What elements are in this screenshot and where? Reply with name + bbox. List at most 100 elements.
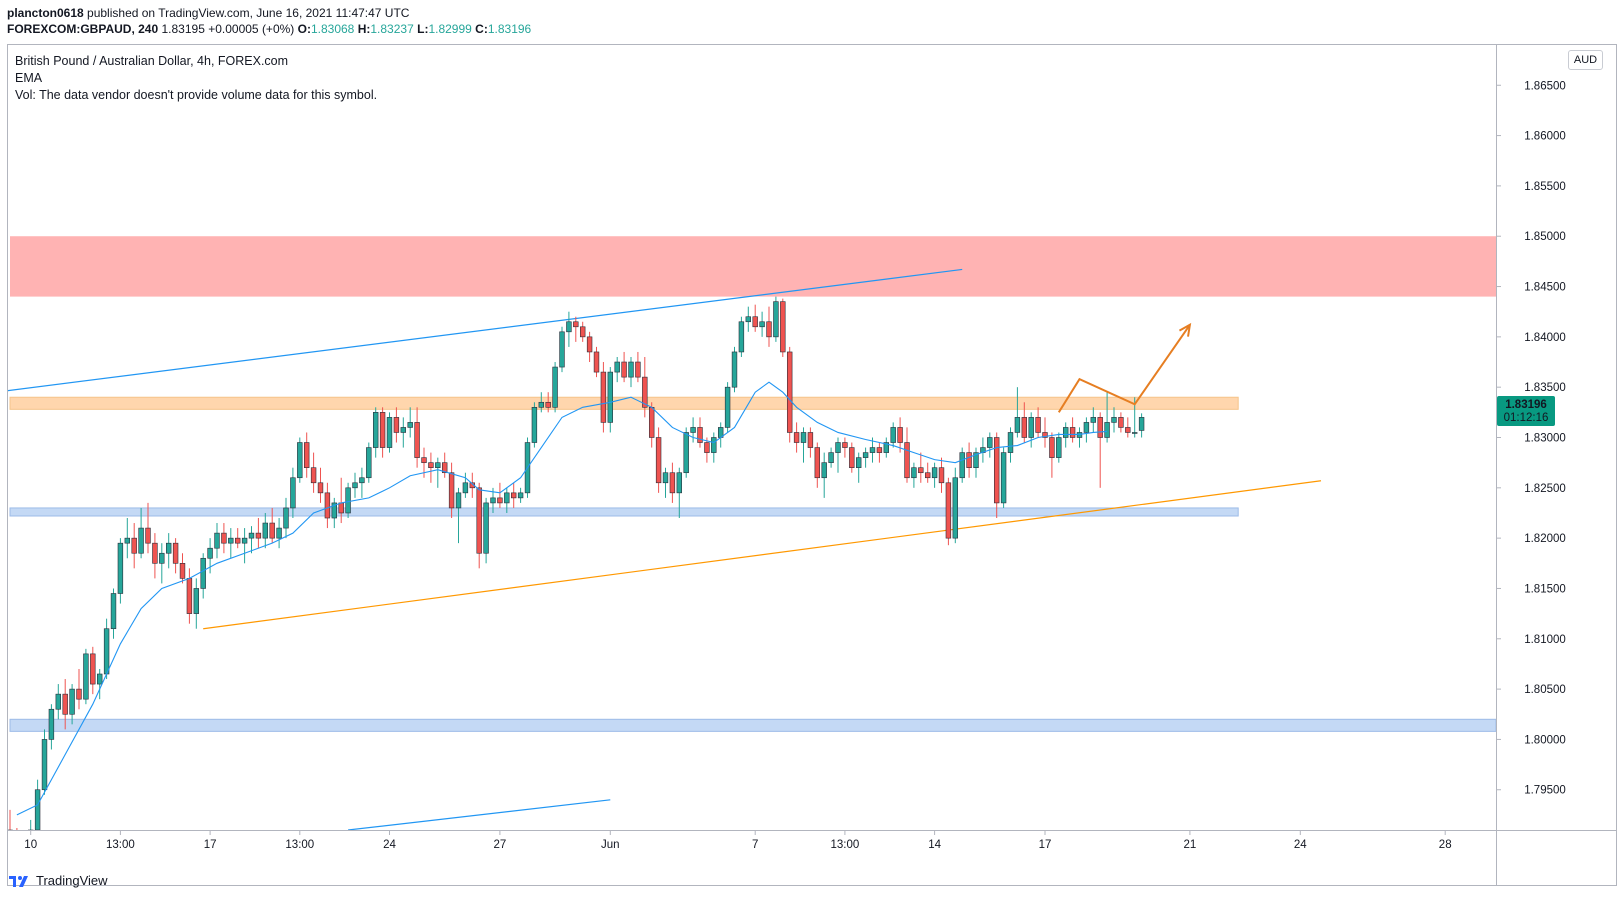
candle [124,518,131,559]
candle [352,472,358,498]
candle-body [34,789,41,830]
candle [614,356,620,383]
candle-body [924,472,931,479]
price-tick-label: 1.81500 [1524,583,1566,595]
time-tick-label: 27 [494,839,507,851]
candle-body [828,452,834,463]
candle [786,346,793,443]
candle [635,351,641,383]
symbol-label[interactable]: FOREXCOM:GBPAUD, 240 [7,22,159,36]
candle-body [62,693,68,715]
candle-body [635,361,641,378]
time-tick-label: 7 [752,839,758,851]
candle [414,407,420,468]
candle [8,809,13,830]
candle [1035,407,1041,438]
legend-ema[interactable]: EMA [15,71,43,85]
candle [476,482,482,569]
currency-button[interactable]: AUD [1568,50,1603,70]
candle-body [966,452,972,468]
candle-body [1014,417,1021,433]
candle [159,543,165,584]
candle-body [786,351,793,433]
candle-body [607,371,614,423]
candle-body [959,452,965,479]
candle-body [338,502,344,514]
candle [897,417,903,453]
candle-body [538,401,545,408]
legend-title[interactable]: British Pound / Australian Dollar, 4h, F… [15,54,289,68]
candle [172,538,179,574]
candle-body [766,321,772,338]
candle-body [814,447,821,479]
time-tick-label: 10 [24,839,37,851]
candle [876,442,883,463]
last-price-tag-bg [1497,396,1555,426]
price-tick-label: 1.83500 [1524,382,1566,394]
candle [579,321,586,342]
candle [924,462,931,483]
candle [717,422,724,448]
time-tick-label: 17 [1039,839,1052,851]
ema-line [16,381,1108,816]
candle-body [752,316,758,328]
candle [117,538,124,604]
price-tick-label: 1.84000 [1524,332,1566,344]
candle [904,427,910,483]
candle-body [407,422,413,428]
candle [1083,417,1090,443]
candle [959,447,965,483]
price-change: +0.00005 (+0%) [208,22,295,36]
time-tick-label: 13:00 [831,839,860,851]
candle-body [531,407,538,443]
candle [34,779,41,830]
candle-body [600,371,607,423]
candle [931,462,938,488]
candle-body [504,492,510,504]
close-label: C: [475,22,488,36]
candle-body [1125,427,1131,433]
candle-body [179,563,186,579]
candle [345,482,351,519]
zone-resistance [10,236,1496,297]
candle-body [931,467,938,479]
footer-brand[interactable]: TradingView [36,873,108,888]
candle-body [573,321,579,328]
candle-body [1132,432,1138,434]
candle-body [973,452,979,468]
candle [276,518,282,549]
candle [303,432,310,478]
publisher-name[interactable]: plancton0618 [7,6,84,20]
candle-body [310,467,317,484]
high-label: H: [357,22,371,36]
candle [890,422,896,448]
candle [428,452,434,483]
candle [366,442,372,483]
candle [1049,432,1055,478]
candle-body [152,542,158,564]
candle [607,367,614,433]
last-price: 1.83195 [161,22,205,36]
candle-body [621,361,627,378]
candle-body [566,321,572,333]
candle-body [869,447,876,453]
price-tick-label: 1.79500 [1524,785,1566,797]
candle [835,437,841,473]
tradingview-logo-icon[interactable] [8,874,32,888]
candle-body [69,688,75,715]
candle-body [269,522,275,539]
candle [662,467,669,498]
candle [600,362,607,433]
candle [821,452,827,498]
candle [152,533,158,579]
candle-body [731,351,738,388]
candle-body [41,739,48,791]
candle [731,346,738,393]
candle [1014,387,1021,438]
price-tick-label: 1.86000 [1524,131,1566,143]
candle-body [186,578,193,614]
candle-body [393,417,400,433]
chart-legend: British Pound / Australian Dollar, 4h, F… [15,53,377,104]
footer: TradingView [8,873,108,888]
